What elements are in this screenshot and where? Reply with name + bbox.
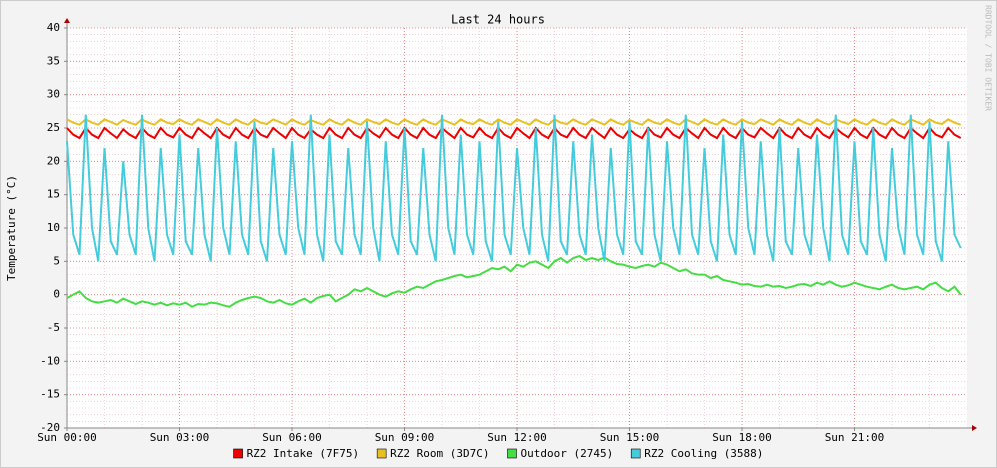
x-tick-label: Sun 15:00 <box>600 431 660 444</box>
x-tick-label: Sun 06:00 <box>262 431 322 444</box>
series-line <box>66 254 962 308</box>
x-tick-label: Sun 03:00 <box>150 431 210 444</box>
legend-label: Outdoor (2745) <box>521 447 614 460</box>
x-tick-label: Sun 09:00 <box>375 431 435 444</box>
y-tick-label: 10 <box>47 221 60 234</box>
y-tick-label: -5 <box>47 321 60 334</box>
y-tick-label: 35 <box>47 54 60 67</box>
legend-label: RZ2 Cooling (3588) <box>644 447 763 460</box>
x-axis-arrow <box>972 425 977 431</box>
x-tick-label: Sun 21:00 <box>825 431 885 444</box>
y-tick-label: 25 <box>47 121 60 134</box>
y-tick-label: 15 <box>47 188 60 201</box>
series-line <box>66 118 962 126</box>
legend-label: RZ2 Intake (7F75) <box>247 447 360 460</box>
y-axis-arrow <box>64 18 70 23</box>
legend-swatch <box>233 448 243 459</box>
y-tick-label: -15 <box>40 388 60 401</box>
x-tick-label: Sun 18:00 <box>712 431 772 444</box>
chart-title: Last 24 hours <box>451 13 545 27</box>
y-axis-label: Temperature (°C) <box>5 175 18 281</box>
legend-label: RZ2 Room (3D7C) <box>390 447 489 460</box>
x-tick-label: Sun 00:00 <box>37 431 97 444</box>
y-tick-label: 0 <box>53 288 60 301</box>
y-tick-label: 20 <box>47 154 60 167</box>
legend-swatch <box>630 448 641 459</box>
y-tick-label: 40 <box>47 21 60 34</box>
watermark: RRDTOOL / TOBI OETIKER <box>984 5 993 111</box>
y-tick-label: 30 <box>47 88 60 101</box>
series-line <box>66 114 962 262</box>
legend-swatch <box>507 448 517 459</box>
x-tick-label: Sun 12:00 <box>487 431 547 444</box>
y-tick-label: -10 <box>40 354 60 367</box>
y-tick-label: -20 <box>40 421 60 434</box>
y-tick-label: 5 <box>53 254 60 267</box>
legend-swatch <box>376 448 387 459</box>
